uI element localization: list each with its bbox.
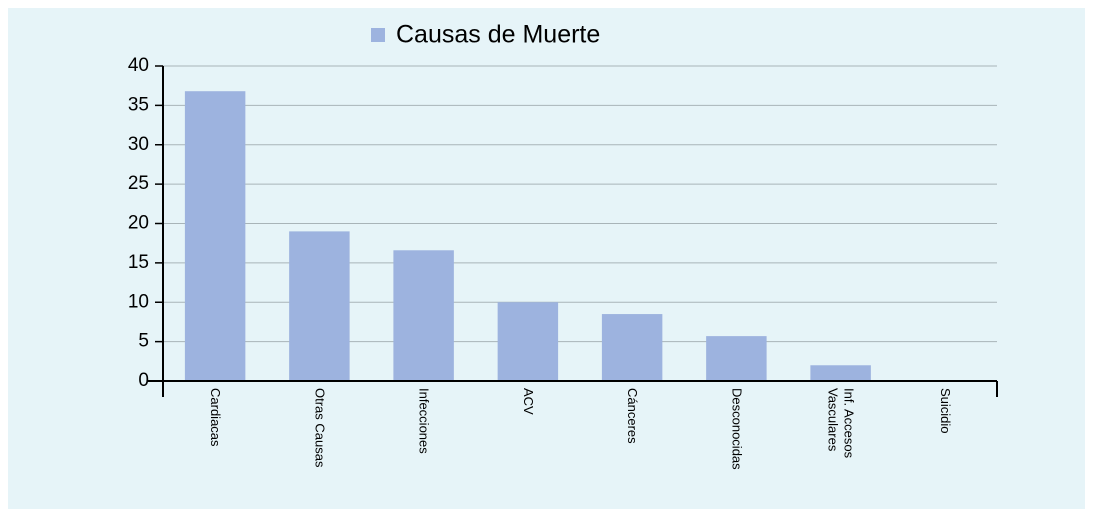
y-tick-label: 15: [128, 252, 149, 273]
x-tick-label: Desconocidas: [729, 388, 745, 470]
bar: [184, 91, 246, 381]
bar: [706, 336, 767, 381]
bar: [393, 250, 454, 381]
legend-label: Causas de Muerte: [396, 21, 600, 49]
y-tick-label: 20: [128, 213, 149, 234]
y-tick-label: 10: [128, 291, 149, 312]
bar: [601, 314, 663, 381]
y-tick-label: 30: [128, 134, 149, 155]
x-tick-label: Inf. Accesos Vasculares: [825, 388, 857, 459]
y-tick-label: 5: [138, 331, 149, 352]
x-tick-label: Cánceres: [625, 388, 641, 444]
x-tick-label: Suicidio: [937, 388, 953, 434]
y-tick-label: 40: [128, 55, 149, 76]
y-tick-label: 25: [128, 173, 149, 194]
x-tick-label: Cardiacas: [208, 388, 224, 447]
bar: [289, 231, 350, 381]
y-tick-label: 0: [138, 370, 149, 391]
bar: [810, 365, 871, 381]
legend-swatch: [371, 28, 385, 42]
x-tick-label: Infecciones: [416, 388, 432, 454]
y-tick-label: 35: [128, 94, 149, 115]
x-tick-label: Otras Causas: [312, 388, 328, 468]
x-tick-label: ACV: [520, 388, 536, 415]
bar: [497, 302, 559, 381]
